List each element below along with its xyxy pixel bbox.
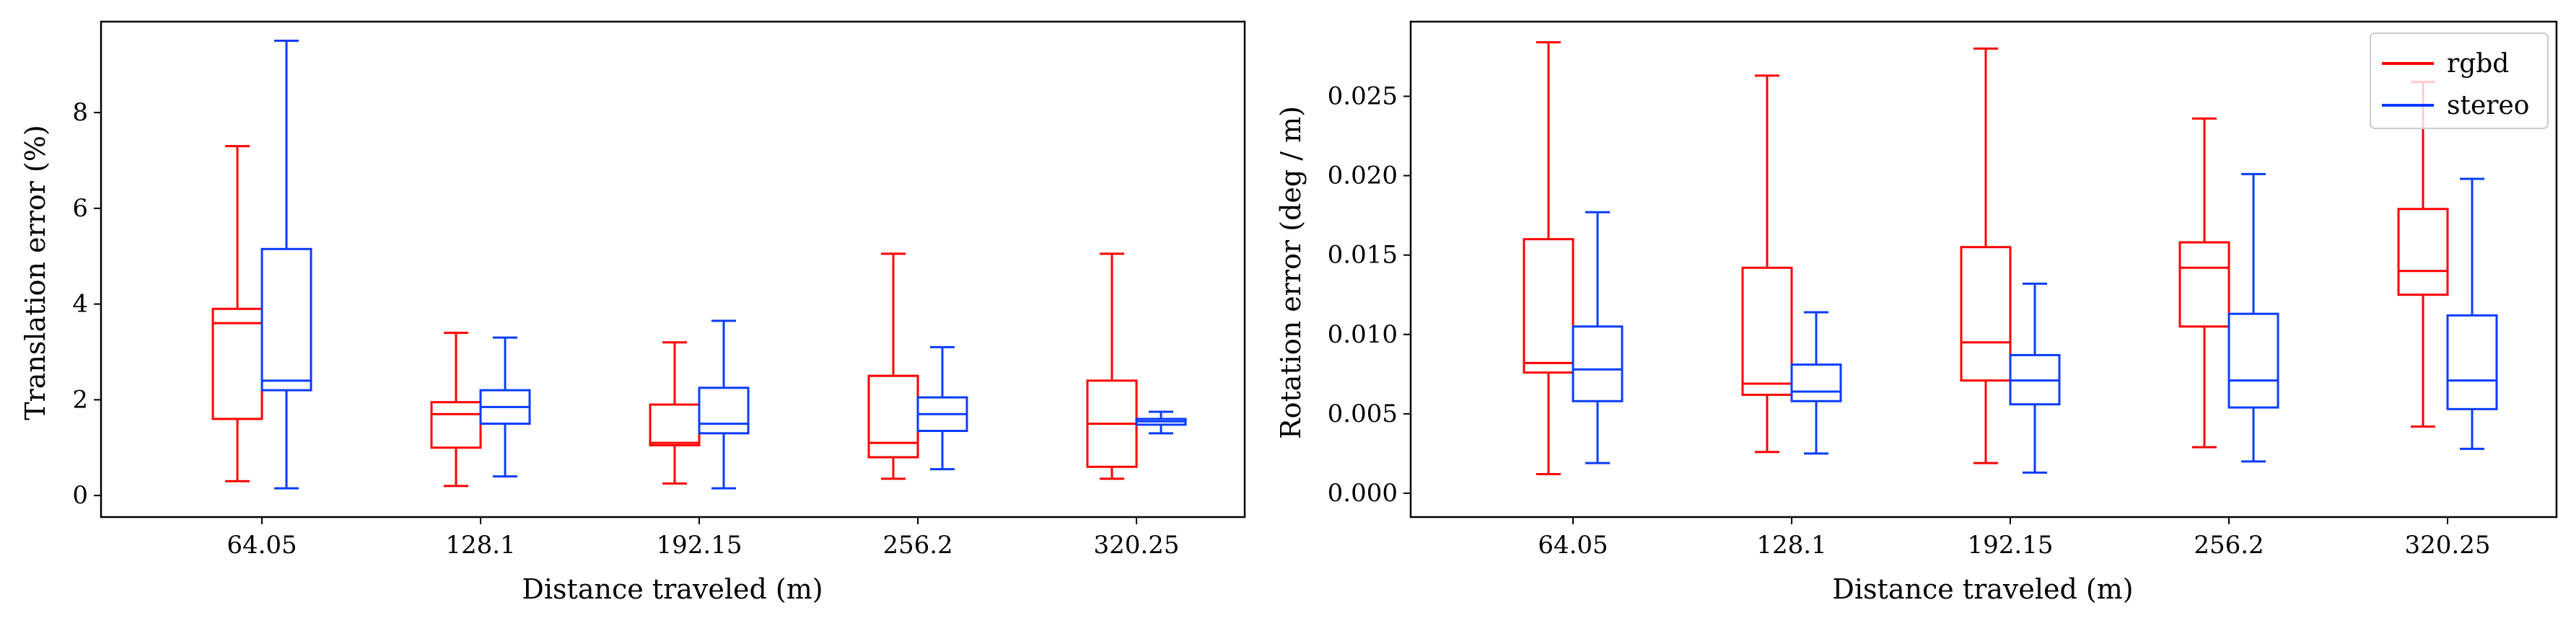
legend: rgbd stereo [2370, 32, 2549, 129]
iqr-box [260, 247, 312, 392]
y-tick-label: 0.020 [1328, 162, 1398, 190]
box-stereo-3 [2227, 172, 2279, 463]
iqr-box [867, 374, 919, 459]
box-rgbd-1 [1741, 74, 1793, 454]
box-stereo-4 [1135, 410, 1187, 435]
box-rgbd-3 [867, 252, 919, 480]
box-rgbd-4 [2397, 81, 2449, 428]
y-tick-label: 0 [72, 481, 88, 510]
y-tick-label: 0.005 [1328, 400, 1398, 428]
x-tick-label: 128.1 [445, 531, 515, 560]
box-stereo-0 [260, 40, 312, 490]
x-tick-label: 64.05 [227, 531, 297, 560]
translation-error-panel: Distance traveled (m) Translation error … [19, 20, 1246, 605]
box-stereo-3 [916, 345, 968, 471]
iqr-box [1790, 363, 1842, 402]
axes-frame [100, 20, 1246, 519]
rotation-error-panel: Distance traveled (m) Rotation error (de… [1275, 20, 2558, 605]
iqr-box [2178, 241, 2230, 328]
y-tick-label: 8 [72, 98, 88, 127]
iqr-box [430, 401, 482, 449]
x-tick-label: 192.15 [1968, 531, 2054, 560]
iqr-box [2397, 208, 2449, 296]
iqr-box [649, 403, 701, 446]
x-tick-label: 128.1 [1756, 531, 1826, 560]
panel-0-x-axis-label: Distance traveled (m) [522, 573, 823, 605]
box-stereo-2 [2009, 282, 2061, 474]
x-tick-label: 256.2 [2194, 531, 2264, 560]
y-tick-label: 0.010 [1328, 320, 1398, 349]
box-stereo-1 [1790, 311, 1842, 455]
iqr-box [1960, 246, 2012, 382]
box-stereo-1 [479, 336, 531, 478]
y-tick-label: 2 [72, 385, 88, 414]
x-tick-label: 320.25 [1094, 531, 1180, 560]
panel-1-y-axis-label: Rotation error (deg / m) [1275, 106, 1307, 439]
box-rgbd-2 [649, 341, 701, 485]
y-tick-label: 0.000 [1328, 479, 1398, 508]
x-tick-label: 64.05 [1538, 531, 1608, 560]
box-stereo-0 [1572, 211, 1624, 464]
y-tick-label: 0.025 [1328, 81, 1398, 110]
iqr-box [2227, 312, 2279, 409]
iqr-box [1523, 238, 1574, 374]
legend-label-rgbd: rgbd [2447, 49, 2509, 79]
x-tick-label: 320.25 [2405, 531, 2491, 560]
box-rgbd-4 [1086, 252, 1138, 480]
panel-0-y-axis-label: Translation error (%) [19, 125, 51, 420]
legend-label-stereo: stereo [2447, 91, 2529, 120]
iqr-box [2446, 314, 2498, 410]
box-rgbd-3 [2178, 117, 2230, 449]
box-rgbd-0 [211, 145, 263, 482]
y-tick-label: 4 [72, 290, 88, 319]
box-rgbd-2 [1960, 47, 2012, 464]
x-tick-label: 256.2 [882, 531, 952, 560]
y-tick-label: 6 [72, 194, 88, 223]
box-stereo-2 [698, 319, 750, 490]
panel-1-x-axis-label: Distance traveled (m) [1832, 573, 2133, 605]
iqr-box [1741, 266, 1793, 396]
box-rgbd-1 [430, 331, 482, 487]
box-stereo-4 [2446, 177, 2498, 450]
x-tick-label: 192.15 [657, 531, 742, 560]
box-rgbd-0 [1523, 41, 1574, 476]
axes-frame [1409, 20, 2558, 519]
y-tick-label: 0.015 [1328, 241, 1398, 270]
iqr-box [211, 307, 263, 420]
iqr-box [698, 387, 750, 435]
iqr-box [1572, 325, 1624, 402]
